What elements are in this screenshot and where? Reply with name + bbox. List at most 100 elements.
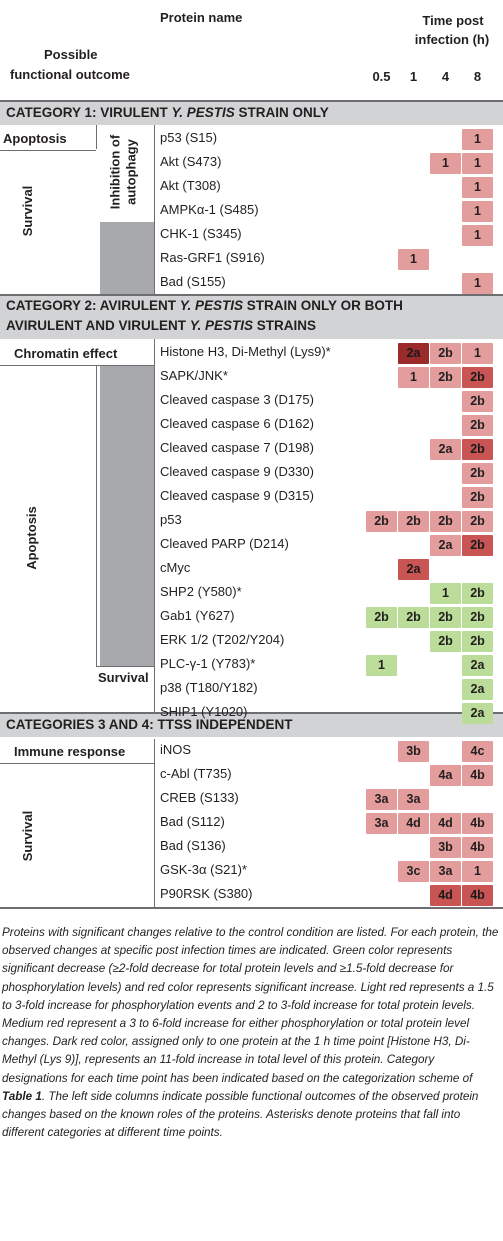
time-cell: 1 xyxy=(430,583,461,604)
time-cell: 2a xyxy=(398,559,429,580)
time-cell: 2a xyxy=(462,655,493,676)
protein-name: Cleaved PARP (D214) xyxy=(160,536,289,551)
time-cell: 2a xyxy=(430,439,461,460)
time-cell: 2b xyxy=(430,343,461,364)
time-cell: 2b xyxy=(462,631,493,652)
time-cell: 1 xyxy=(398,367,429,388)
gray-filler xyxy=(100,222,154,294)
time-cell: 4d xyxy=(430,813,461,834)
category-1-title-pre: CATEGORY 1: VIRULENT xyxy=(6,105,172,120)
time-cell: 1 xyxy=(462,343,493,364)
time-cell: 2b xyxy=(462,607,493,628)
category-1-title-italic: Y. PESTIS xyxy=(171,105,235,120)
time-cell: 3b xyxy=(398,741,429,762)
time-cell: 1 xyxy=(462,201,493,222)
time-cell: 2a xyxy=(462,679,493,700)
time-cell: 2b xyxy=(366,607,397,628)
group-survival-1: Survival xyxy=(20,185,35,237)
time-cell: 2b xyxy=(462,439,493,460)
protein-name: iNOS xyxy=(160,742,192,757)
protein-name: GSK-3α (S21)* xyxy=(160,862,247,877)
time-cell: 2b xyxy=(462,415,493,436)
protein-name: Bad (S136) xyxy=(160,838,226,853)
outcome-header-line1: Possible xyxy=(44,47,98,62)
category-2-line1-post: STRAIN ONLY OR BOTH xyxy=(243,298,403,313)
divider xyxy=(96,125,97,149)
protein-name: CHK-1 (S345) xyxy=(160,226,242,241)
time-cell: 1 xyxy=(462,153,493,174)
protein-name: Cleaved caspase 6 (D162) xyxy=(160,416,314,431)
protein-name: c-Abl (T735) xyxy=(160,766,232,781)
time-cell: 4b xyxy=(462,765,493,786)
group-survival-2: Survival xyxy=(98,670,149,685)
time-cell: 1 xyxy=(430,153,461,174)
protein-name: Ras-GRF1 (S916) xyxy=(160,250,265,265)
protein-name: Histone H3, Di-Methyl (Lys9)* xyxy=(160,344,331,359)
time-cell: 2b xyxy=(430,607,461,628)
time-cell: 3a xyxy=(430,861,461,882)
time-cell: 2b xyxy=(462,367,493,388)
protein-name: Cleaved caspase 9 (D315) xyxy=(160,488,314,503)
time-cell: 2b xyxy=(430,631,461,652)
time-cell: 2a xyxy=(430,535,461,556)
protein-name: p53 (S15) xyxy=(160,130,218,145)
protein-name: Cleaved caspase 7 (D198) xyxy=(160,440,314,455)
footnote-text-2: . The left side columns indicate possibl… xyxy=(2,1089,479,1140)
protein-name: AMPKα-1 (S485) xyxy=(160,202,259,217)
time-cell: 2b xyxy=(462,583,493,604)
time-cell: 2b xyxy=(366,511,397,532)
divider xyxy=(0,763,155,764)
category-3-4-header: CATEGORIES 3 AND 4: TTSS INDEPENDENT xyxy=(0,712,503,737)
group-apoptosis-1: Apoptosis xyxy=(3,131,67,146)
protein-name: CREB (S133) xyxy=(160,790,239,805)
time-cell: 2b xyxy=(462,511,493,532)
time-cell: 2b xyxy=(398,511,429,532)
time-cell: 2a xyxy=(462,703,493,724)
group-chromatin-effect: Chromatin effect xyxy=(14,346,118,361)
protein-name: Bad (S155) xyxy=(160,274,226,289)
time-cell: 1 xyxy=(462,129,493,150)
category-2-line2-pre: AVIRULENT AND VIRULENT xyxy=(6,318,190,333)
protein-name: ERK 1/2 (T202/Y204) xyxy=(160,632,285,647)
time-cell: 3a xyxy=(366,813,397,834)
divider xyxy=(154,125,155,295)
protein-name: Akt (T308) xyxy=(160,178,221,193)
time-cell: 2b xyxy=(462,391,493,412)
group-immune-response: Immune response xyxy=(14,744,126,759)
time-cell: 1 xyxy=(462,273,493,294)
time-col-0: 0.5 xyxy=(372,69,391,84)
time-cell: 2b xyxy=(462,535,493,556)
time-cell: 1 xyxy=(398,249,429,270)
footnote-text-1: Proteins with significant changes relati… xyxy=(2,926,499,1085)
category-2-header: CATEGORY 2: AVIRULENT Y. PESTIS STRAIN O… xyxy=(0,294,503,339)
protein-name: Cleaved caspase 3 (D175) xyxy=(160,392,314,407)
table-footnote: Proteins with significant changes relati… xyxy=(2,924,501,1142)
category-1-header: CATEGORY 1: VIRULENT Y. PESTIS STRAIN ON… xyxy=(0,100,503,125)
time-cell: 4d xyxy=(398,813,429,834)
time-cell: 1 xyxy=(462,861,493,882)
time-cell: 4c xyxy=(462,741,493,762)
time-cell: 3b xyxy=(430,837,461,858)
protein-name: SHP2 (Y580)* xyxy=(160,584,242,599)
category-2-line2: AVIRULENT AND VIRULENT Y. PESTIS STRAINS xyxy=(6,316,503,336)
footnote-table-ref: Table 1 xyxy=(2,1089,42,1103)
inhibition-line1: Inhibition of xyxy=(107,134,123,210)
protein-name: cMyc xyxy=(160,560,191,575)
category-2-line1: CATEGORY 2: AVIRULENT Y. PESTIS STRAIN O… xyxy=(6,296,503,316)
divider xyxy=(96,366,97,666)
table-bottom-rule xyxy=(0,907,503,909)
protein-name: SHIP1 (Y1020) xyxy=(160,704,248,719)
inhibition-line2: autophagy xyxy=(123,139,139,205)
group-apoptosis-2: Apoptosis xyxy=(24,506,39,570)
gray-filler xyxy=(100,366,154,666)
time-cell: 3c xyxy=(398,861,429,882)
category-2-line2-post: STRAINS xyxy=(253,318,317,333)
time-cell: 4b xyxy=(462,813,493,834)
protein-name: Cleaved caspase 9 (D330) xyxy=(160,464,314,479)
protein-name-header: Protein name xyxy=(160,10,243,25)
time-cell: 2b xyxy=(430,367,461,388)
time-cell: 2b xyxy=(462,487,493,508)
time-cell: 1 xyxy=(366,655,397,676)
category-2-line2-italic: Y. PESTIS xyxy=(189,318,254,333)
protein-name: Akt (S473) xyxy=(160,154,222,169)
